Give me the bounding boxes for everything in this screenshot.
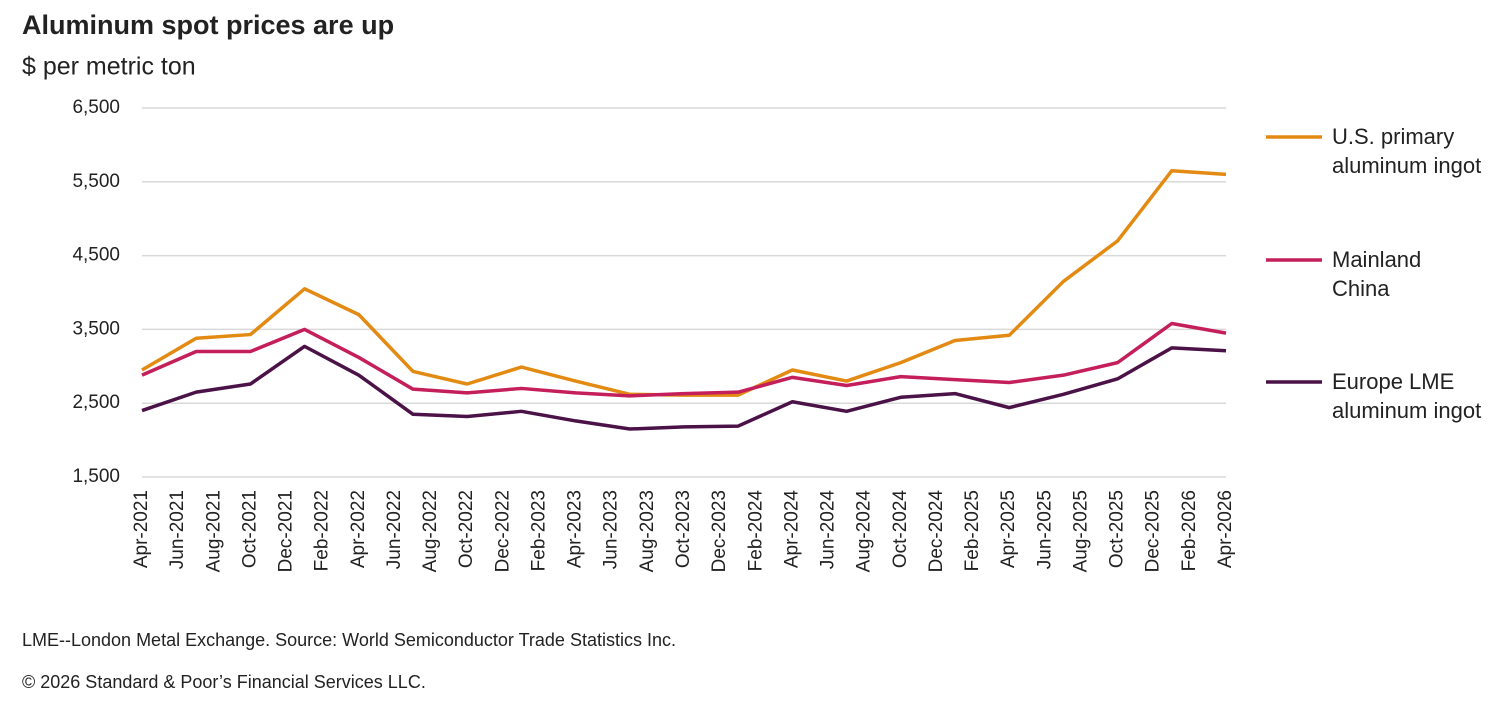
x-tick-label: Aug-2021 (203, 490, 224, 572)
legend-label: U.S. primary aluminum ingot (1332, 124, 1482, 178)
x-tick-label: Feb-2026 (1179, 490, 1200, 571)
x-tick-label: Jun-2025 (1034, 490, 1055, 569)
x-tick-label: Apr-2026 (1215, 490, 1236, 568)
x-tick-label: Jun-2023 (601, 490, 622, 569)
x-tick-label: Aug-2023 (637, 490, 658, 572)
x-tick-label: Jun-2022 (384, 490, 405, 569)
x-tick-label: Oct-2025 (1107, 490, 1128, 568)
x-tick-label: Apr-2022 (348, 490, 369, 568)
x-tick-label: Jun-2024 (818, 490, 839, 570)
x-tick-label: Aug-2025 (1070, 490, 1091, 572)
chart-subtitle: $ per metric ton (22, 53, 196, 81)
series-line (141, 321, 1227, 398)
y-tick-label: 2,500 (72, 392, 120, 413)
chart-title: Aluminum spot prices are up (22, 10, 394, 40)
x-tick-label: Feb-2024 (745, 490, 766, 572)
copyright: © 2026 Standard & Poor’s Financial Servi… (22, 672, 426, 692)
footnote: LME--London Metal Exchange. Source: Worl… (22, 630, 676, 650)
series-line (141, 168, 1227, 397)
x-tick-label: Apr-2023 (565, 490, 586, 568)
x-tick-label: Apr-2021 (131, 490, 152, 568)
y-tick-label: 4,500 (72, 245, 120, 266)
y-tick-label: 6,500 (72, 97, 120, 118)
x-tick-label: Jun-2021 (167, 490, 188, 569)
x-tick-label: Aug-2022 (420, 490, 441, 572)
x-tick-label: Feb-2022 (312, 490, 333, 571)
x-tick-label: Feb-2023 (528, 490, 549, 571)
y-tick-label: 5,500 (72, 171, 120, 192)
x-tick-label: Apr-2024 (781, 490, 802, 569)
legend-label: Europe LME aluminum ingot (1332, 369, 1482, 423)
x-tick-label: Aug-2024 (854, 490, 875, 573)
x-tick-label: Apr-2025 (998, 490, 1019, 568)
y-tick-label: 3,500 (72, 318, 120, 339)
x-tick-label: Oct-2023 (673, 490, 694, 568)
y-tick-label: 1,500 (72, 466, 120, 487)
legend-label: Mainland China (1332, 247, 1422, 301)
x-tick-label: Oct-2022 (456, 490, 477, 568)
x-tick-label: Feb-2025 (962, 490, 983, 571)
series-line (141, 344, 1227, 431)
x-tick-label: Dec-2023 (709, 490, 730, 572)
x-tick-label: Dec-2024 (926, 490, 947, 573)
x-tick-label: Oct-2021 (239, 490, 260, 568)
x-tick-label: Dec-2025 (1143, 490, 1164, 572)
x-tick-label: Dec-2021 (276, 490, 297, 572)
x-tick-label: Dec-2022 (492, 490, 513, 572)
x-tick-label: Oct-2024 (890, 490, 911, 569)
